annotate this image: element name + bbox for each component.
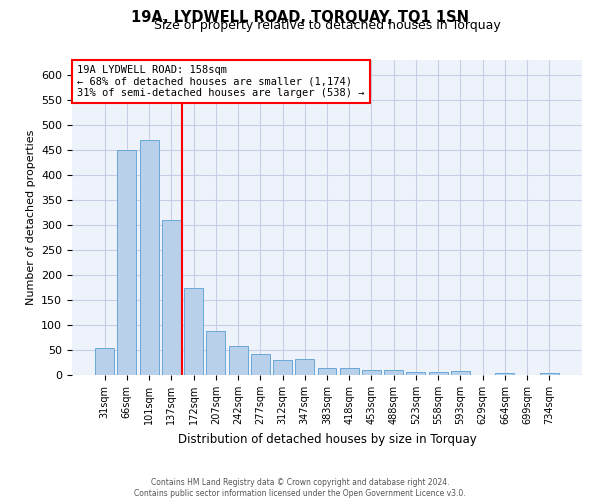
Bar (384, 370, 403, 375)
Bar (118, 150, 136, 375)
Bar (451, 371, 470, 375)
Bar (362, 370, 381, 375)
Text: 19A LYDWELL ROAD: 158sqm
← 68% of detached houses are smaller (1,174)
31% of sem: 19A LYDWELL ROAD: 158sqm ← 68% of detach… (77, 64, 365, 98)
Bar (206, 331, 225, 375)
Text: 19A, LYDWELL ROAD, TORQUAY, TQ1 1SN: 19A, LYDWELL ROAD, TORQUAY, TQ1 1SN (131, 10, 469, 25)
Bar (184, 288, 203, 375)
Bar (317, 368, 337, 375)
Bar (273, 360, 292, 375)
Y-axis label: Number of detached properties: Number of detached properties (26, 130, 35, 305)
Bar (540, 372, 559, 375)
Bar (140, 140, 158, 375)
Bar (229, 346, 248, 375)
Bar (340, 368, 359, 375)
Bar (295, 359, 314, 375)
Text: Contains HM Land Registry data © Crown copyright and database right 2024.
Contai: Contains HM Land Registry data © Crown c… (134, 478, 466, 498)
Bar (95, 348, 114, 375)
Bar (162, 220, 181, 375)
Bar (429, 372, 448, 375)
X-axis label: Distribution of detached houses by size in Torquay: Distribution of detached houses by size … (178, 432, 476, 446)
Title: Size of property relative to detached houses in Torquay: Size of property relative to detached ho… (154, 20, 500, 32)
Bar (406, 372, 425, 375)
Bar (496, 373, 514, 375)
Bar (251, 354, 270, 375)
